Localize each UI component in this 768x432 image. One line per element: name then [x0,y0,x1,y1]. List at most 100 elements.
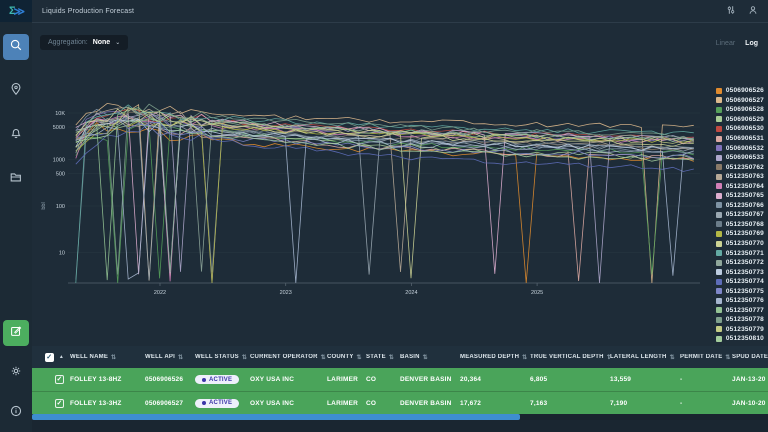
page-title: Liquids Production Forecast [42,7,135,15]
column-header-label: TRUE VERTICAL DEPTH [530,354,604,360]
legend-item[interactable]: 0512350771 [715,248,764,258]
column-header[interactable]: MEASURED DEPTH ⇅ [460,354,530,361]
legend-item[interactable]: 0512350770 [715,239,764,249]
scale-option-log[interactable]: Log [745,40,758,47]
legend-item[interactable]: 0512350763 [715,172,764,182]
column-header[interactable]: WELL NAME ⇅ [70,354,145,361]
sort-icon[interactable]: ⇅ [177,354,184,361]
sort-icon[interactable]: ⇅ [320,354,326,361]
sort-icon[interactable]: ⇅ [725,354,731,361]
legend-item[interactable]: 0512350810 [715,334,764,344]
legend-item[interactable]: 0512350775 [715,286,764,296]
legend-swatch-icon [715,250,722,257]
legend-item[interactable]: 0512350777 [715,306,764,316]
aggregation-value: None [92,39,111,46]
table-cell: ACTIVE [195,398,250,408]
sliders-icon[interactable] [726,2,736,20]
legend-item[interactable]: 0512350779 [715,325,764,335]
legend-item[interactable]: 0512350766 [715,201,764,211]
table-cell: 17,672 [460,399,482,407]
column-header[interactable]: LATERAL LENGTH ⇅ [610,354,680,361]
table-cell: 0506906527 [145,399,184,407]
sort-icon[interactable]: ⇅ [111,354,117,361]
column-header[interactable]: WELL STATUS ⇅ [195,354,250,361]
chart-legend: 0506906526 0506906527 0506906528 0506906529… [715,86,764,344]
legend-item[interactable]: 0512350778 [715,315,764,325]
legend-item[interactable]: 0506906531 [715,134,764,144]
legend-item[interactable]: 0506906526 [715,86,764,96]
legend-item[interactable]: 0512350767 [715,210,764,220]
legend-item[interactable]: 0506906533 [715,153,764,163]
status-dot-icon [202,401,206,405]
legend-label: 0506906528 [725,106,764,114]
sidebar-item-editor[interactable] [3,320,29,346]
legend-swatch-icon [715,173,722,180]
sidebar-item-info[interactable] [3,400,29,426]
legend-item[interactable]: 0512350764 [715,181,764,191]
legend-item[interactable]: 0506906527 [715,96,764,106]
legend-label: 0512350763 [725,173,764,181]
row-checkbox[interactable]: ✓ [55,398,64,408]
legend-swatch-icon [715,202,722,209]
column-header[interactable]: PERMIT DATE ⇅ [680,354,732,361]
column-header[interactable]: SPUD DATE⇅ [732,354,768,361]
y-axis-tick: 10K [55,111,65,117]
y-axis-label: bbl [41,202,47,209]
status-badge-label: ACTIVE [209,400,233,406]
legend-item[interactable]: 0512350765 [715,191,764,201]
table-row[interactable]: ✓ FOLLEY 13-3HZ 0506906527 ACTIVE OXY USA IN… [32,391,768,414]
legend-item[interactable]: 0512350769 [715,229,764,239]
status-badge-label: ACTIVE [209,376,233,383]
app-logo[interactable]: Σ ≫ [0,0,32,22]
sort-icon[interactable]: ⇅ [422,354,428,361]
column-header[interactable]: COUNTY ⇅ [327,354,366,361]
legend-item[interactable]: 0512350772 [715,258,764,268]
column-header[interactable]: STATE ⇅ [366,354,400,361]
sort-ascending-icon[interactable]: ▲ [58,354,64,360]
select-all-checkbox[interactable]: ✓ [44,352,54,362]
sort-icon[interactable]: ⇅ [388,354,395,361]
legend-item[interactable]: 0506906532 [715,143,764,153]
sort-icon[interactable]: ⇅ [241,354,248,361]
sidebar-item-settings[interactable] [3,360,29,386]
sidebar-item-locations[interactable] [3,78,29,104]
legend-item[interactable]: 0512350762 [715,162,764,172]
horizontal-scrollbar[interactable] [32,414,768,420]
chart-line [75,118,694,162]
sort-icon[interactable]: ⇅ [669,354,675,361]
sort-icon[interactable]: ⇅ [606,354,610,361]
legend-item[interactable]: 0506906528 [715,105,764,115]
legend-swatch-icon [715,297,722,304]
column-header[interactable]: BASIN ⇅ [400,354,460,361]
table-row[interactable]: ✓ FOLLEY 13-8HZ 0506906526 ACTIVE OXY USA IN… [32,368,768,391]
scrollbar-thumb[interactable] [32,414,520,420]
legend-item[interactable]: 0506906530 [715,124,764,134]
column-header[interactable]: CURRENT OPERATOR ⇅ [250,354,327,361]
legend-label: 0506906529 [725,115,764,123]
y-axis-tick: 5000 [53,125,65,131]
legend-item[interactable]: 0512350776 [715,296,764,306]
column-header[interactable]: TRUE VERTICAL DEPTH ⇅ [530,354,610,361]
chart-line [75,104,694,284]
legend-label: 0512350774 [725,278,764,286]
user-icon[interactable] [748,2,758,20]
sidebar-item-files[interactable] [3,166,29,192]
legend-item[interactable]: 0512350768 [715,220,764,230]
scale-option-linear[interactable]: Linear [715,40,736,47]
sort-icon[interactable]: ⇅ [522,354,528,361]
table-cell: 13,559 [610,376,632,383]
sidebar: Σ ≫ [0,0,32,432]
sort-icon[interactable]: ⇅ [356,354,362,361]
chart-line [75,107,694,281]
legend-item[interactable]: 0506906529 [715,115,764,125]
legend-item[interactable]: 0512350773 [715,267,764,277]
production-chart[interactable]: 10K 5000 1000 500 100 10 bbl 2022 2023 2024 2025 [32,58,708,310]
row-checkbox[interactable]: ✓ [55,375,64,384]
sidebar-item-notifications[interactable] [3,122,29,148]
sidebar-item-search[interactable] [3,34,29,60]
column-header-label: CURRENT OPERATOR [250,354,318,360]
legend-label: 0506906526 [725,87,764,95]
aggregation-dropdown[interactable]: Aggregation: None ⌄ [40,35,129,50]
column-header[interactable]: WELL API ⇅ [145,354,195,361]
legend-item[interactable]: 0512350774 [715,277,764,287]
